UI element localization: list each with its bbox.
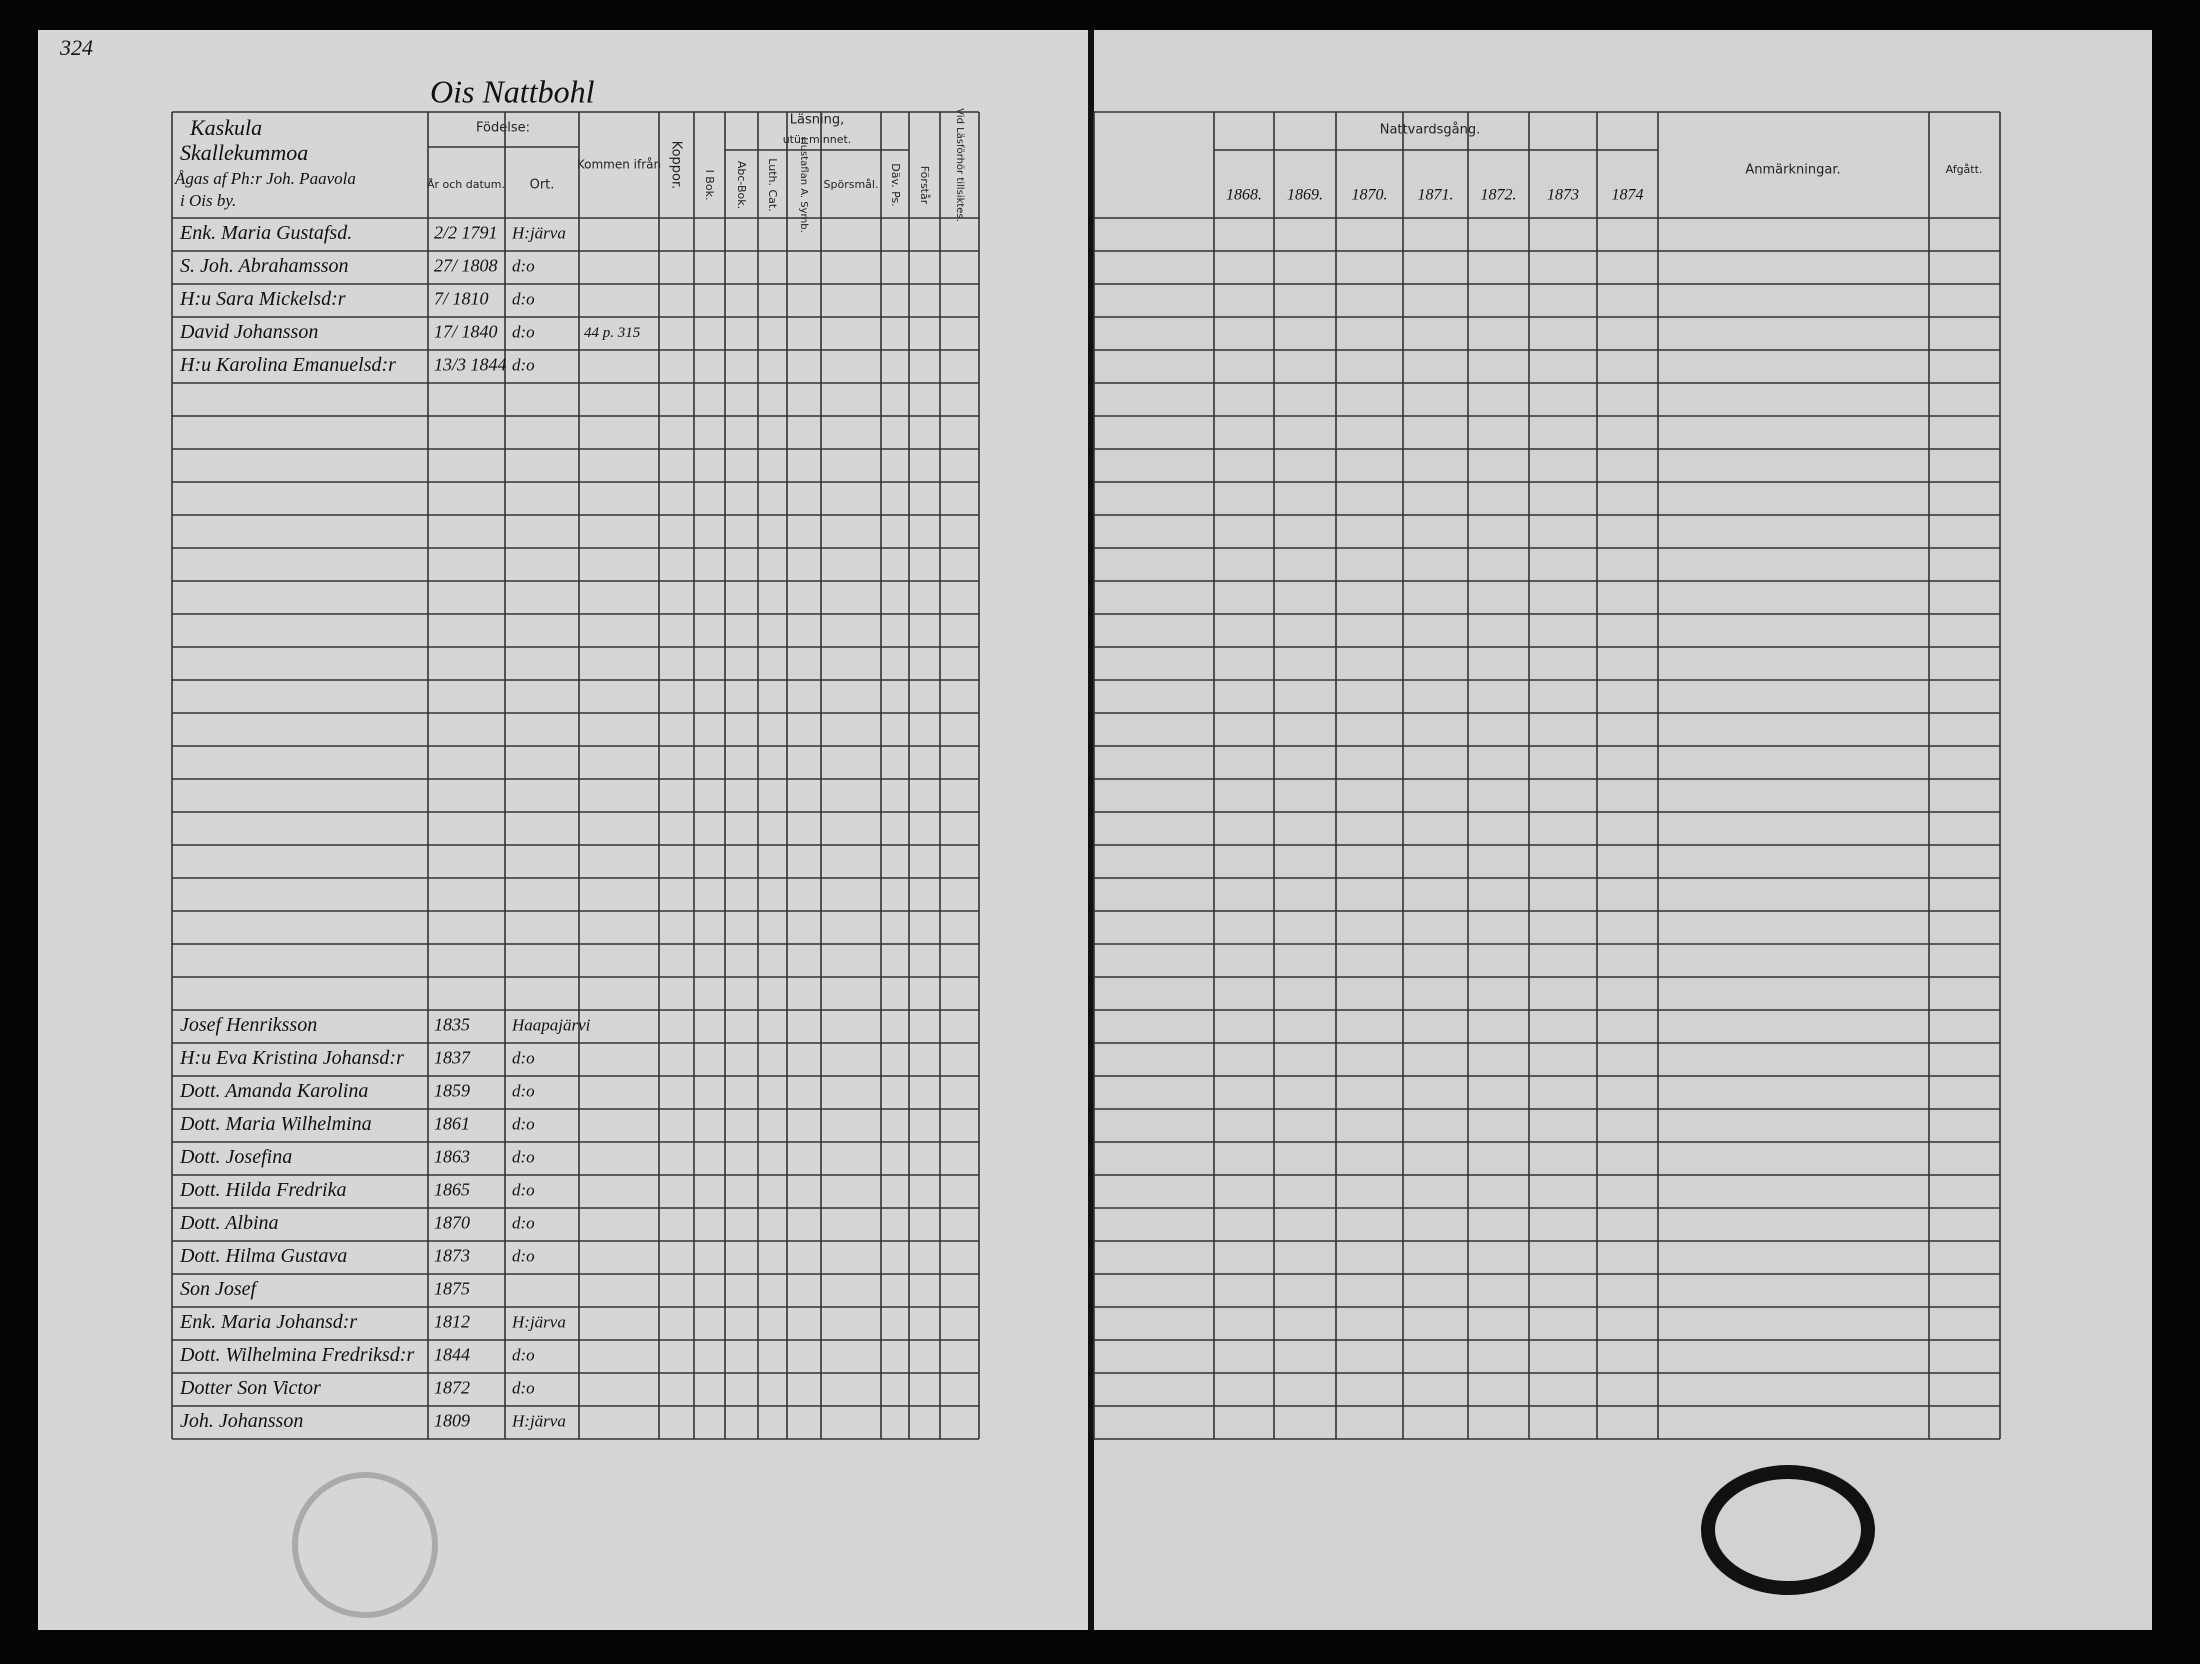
entry-name: Dotter Son Victor: [179, 1377, 321, 1399]
year-head: 1872.: [1481, 187, 1517, 204]
entry-place: d:o: [512, 1180, 535, 1199]
col-head: Spörsmål.: [824, 178, 879, 191]
entry-name: Son Josef: [180, 1278, 259, 1300]
col-head: Nattvardsgång.: [1380, 123, 1481, 138]
entry-born: 1875: [434, 1279, 470, 1299]
col-head: Anmärkningar.: [1745, 163, 1840, 178]
entry-born: 2/2 1791: [434, 223, 498, 243]
year-head: 1871.: [1418, 187, 1454, 204]
right-page: [1094, 30, 2152, 1630]
entry-place: d:o: [512, 1345, 535, 1364]
household: Skallekummoa: [180, 140, 308, 165]
entry-name: Joh. Johansson: [180, 1410, 303, 1432]
entry-born: 1872: [434, 1378, 470, 1398]
archive-stamp: [1701, 1465, 1875, 1595]
entry-place: d:o: [512, 1081, 535, 1100]
entry-name: H:u Eva Kristina Johansd:r: [179, 1047, 404, 1069]
entry-name: Enk. Maria Johansd:r: [179, 1311, 357, 1333]
entry-place: d:o: [512, 1147, 535, 1166]
col-head: År och datum.: [427, 178, 505, 191]
household: Kaskula: [189, 115, 262, 140]
entry-place: H:järva: [511, 1411, 566, 1430]
entry-born: 1837: [434, 1048, 471, 1068]
entry-place: d:o: [512, 1246, 535, 1265]
entry-name: Josef Henriksson: [180, 1014, 317, 1036]
entry-name: David Johansson: [179, 321, 318, 343]
entry-place: d:o: [512, 289, 535, 308]
entry-name: Dott. Hilma Gustava: [179, 1245, 347, 1267]
entry-place: d:o: [512, 1213, 535, 1232]
col-head: Abc-Bok.: [735, 161, 748, 209]
col-head: Luth. Cat.: [766, 158, 779, 211]
entry-born: 1863: [434, 1147, 470, 1167]
col-head: Afgått.: [1946, 163, 1983, 176]
col-head: Vid Läsförhör tillsiktes.: [954, 108, 965, 222]
year-head: 1873: [1547, 187, 1579, 204]
entry-born: 7/ 1810: [434, 289, 489, 309]
entry-name: S. Joh. Abrahamsson: [180, 255, 349, 277]
year-head: 1870.: [1352, 187, 1388, 204]
entry-name: Dott. Wilhelmina Fredriksd:r: [179, 1344, 414, 1366]
year-head: 1869.: [1287, 187, 1323, 204]
entry-born: 1873: [434, 1246, 470, 1266]
entry-born: 13/3 1844: [434, 355, 507, 375]
col-head: Koppor.: [669, 141, 684, 190]
col-head: Kommen ifrån: [577, 158, 661, 172]
year-head: 1874: [1612, 187, 1644, 204]
entry-place: Haapajärvi: [511, 1015, 591, 1034]
entry-born: 1870: [434, 1213, 470, 1233]
entry-name: H:u Sara Mickelsd:r: [179, 288, 346, 310]
col-head: Förstår: [918, 166, 931, 205]
entry-born: 17/ 1840: [434, 322, 498, 342]
entry-name: Enk. Maria Gustafsd.: [179, 222, 352, 244]
year-head: 1868.: [1226, 187, 1262, 204]
page-number: 324: [59, 35, 93, 60]
col-head: Läsning,: [790, 113, 844, 128]
left-page: [38, 30, 1088, 1630]
col-head: Födelse:: [476, 121, 530, 136]
col-head: utür minnet.: [783, 133, 852, 146]
col-head: Ort.: [530, 178, 555, 193]
entry-name: H:u Karolina Emanuelsd:r: [179, 354, 396, 376]
household: i Ois by.: [180, 191, 236, 210]
entry-born: 1844: [434, 1345, 470, 1365]
entry-born: 1861: [434, 1114, 470, 1134]
entry-name: Dott. Albina: [179, 1212, 279, 1234]
entry-name: Dott. Maria Wilhelmina: [179, 1113, 372, 1135]
entry-born: 1859: [434, 1081, 470, 1101]
entry-name: Dott. Amanda Karolina: [179, 1080, 368, 1102]
entry-place: d:o: [512, 355, 535, 374]
entry-born: 1865: [434, 1180, 470, 1200]
col-head: Hustaflan A. Symb.: [798, 137, 809, 233]
entry-born: 27/ 1808: [434, 256, 498, 276]
entry-place: d:o: [512, 322, 535, 341]
entry-born: 1835: [434, 1015, 470, 1035]
entry-place: H:järva: [511, 1312, 566, 1331]
entry-place: d:o: [512, 1048, 535, 1067]
col-head: Däv. Ps.: [889, 163, 902, 207]
entry-born: 1812: [434, 1312, 470, 1332]
household: Ågas af Ph:r Joh. Paavola: [174, 169, 356, 188]
location: Ois Nattbohl: [430, 73, 595, 109]
entry-born: 1809: [434, 1411, 470, 1431]
entry-place: d:o: [512, 1378, 535, 1397]
entry-name: Dott. Hilda Fredrika: [179, 1179, 346, 1201]
entry-place: d:o: [512, 1114, 535, 1133]
entry-name: Dott. Josefina: [179, 1146, 292, 1168]
col-head: I Bok.: [703, 170, 716, 201]
faded-stamp: [292, 1472, 438, 1618]
entry-place: d:o: [512, 256, 535, 275]
entry-from: 44 p. 315: [584, 325, 641, 341]
entry-place: H:järva: [511, 223, 566, 242]
